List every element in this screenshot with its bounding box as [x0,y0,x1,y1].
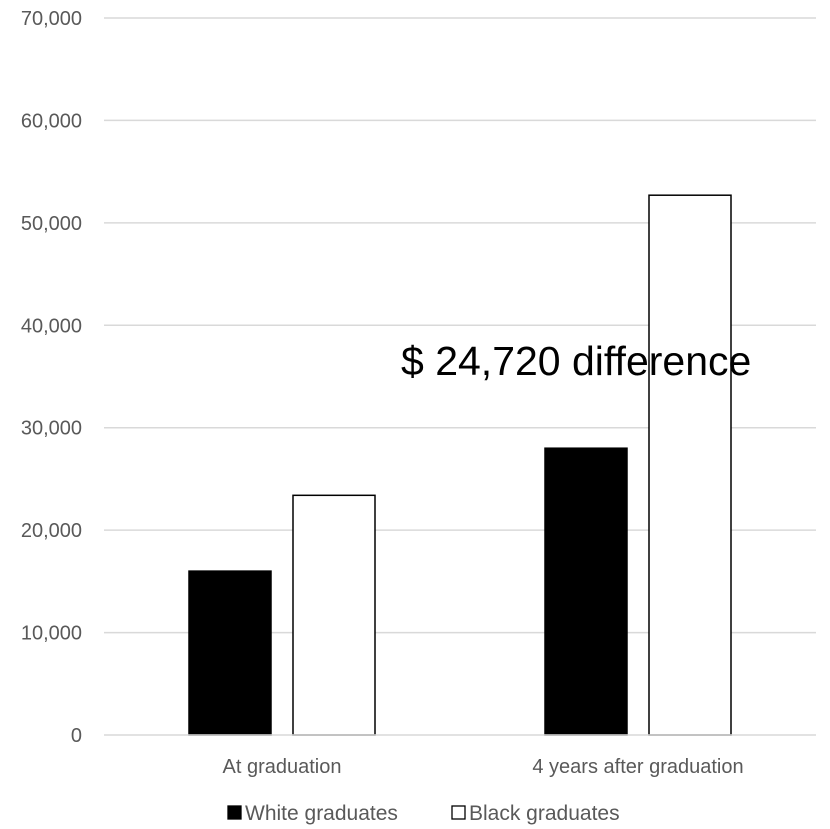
y-tick-label: 10,000 [21,623,82,645]
x-category-label: 4 years after graduation [532,756,743,778]
y-tick-label: 30,000 [21,418,82,440]
bars [188,194,732,736]
bar-black-graduates [648,194,732,736]
legend-label: Black graduates [469,802,620,825]
y-tick-label: 20,000 [21,520,82,542]
gridlines [104,17,816,634]
y-tick-label: 40,000 [21,315,82,337]
x-axis-category-labels: At graduation 4 years after graduation [223,756,744,778]
y-tick-label: 70,000 [21,8,82,30]
bar-white-graduates [188,570,272,736]
y-tick-label: 60,000 [21,110,82,132]
bar-white-graduates [544,447,628,736]
y-tick-label: 0 [71,725,82,747]
y-axis-tick-labels: 0 10,000 20,000 30,000 40,000 50,000 60,000 70,… [21,8,82,747]
legend-swatch [451,805,466,820]
bar-black-graduates [292,494,376,736]
legend-swatch [227,805,242,820]
x-category-label: At graduation [223,756,342,778]
legend: White graduates Black graduates [227,802,620,825]
difference-annotation: $ 24,720 difference [401,338,751,384]
y-tick-label: 50,000 [21,213,82,235]
legend-label: White graduates [245,802,398,825]
